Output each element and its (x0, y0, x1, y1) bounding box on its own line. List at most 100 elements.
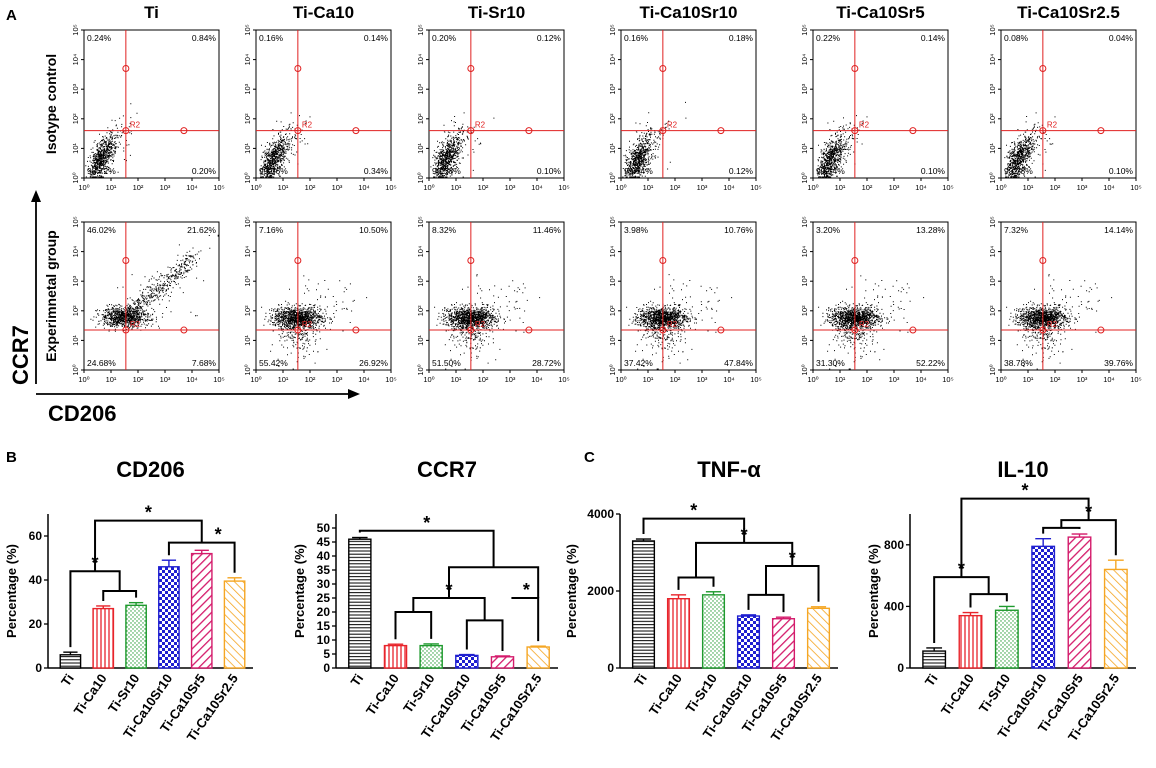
bar (348, 538, 372, 669)
x-tick-label: Ti (58, 671, 77, 689)
gate-label: R2 (667, 121, 678, 130)
y-tick-label: 10¹ (416, 142, 425, 153)
x-tick-label: 10² (670, 375, 681, 384)
gate-handle-icon (1039, 64, 1047, 72)
x-tick-label: 10⁰ (807, 375, 818, 384)
y-tick-label: 10³ (243, 83, 252, 94)
x-tick-label: 10⁰ (615, 183, 626, 192)
scatter-points (430, 112, 495, 178)
x-tick-label: Ti-Sr10 (976, 671, 1013, 716)
y-tick-label: 10³ (800, 83, 809, 94)
x-tick-label: 10² (305, 375, 316, 384)
group-title: Ti-Sr10 (468, 3, 525, 22)
scatter-points (90, 234, 219, 332)
y-tick-label: 10⁴ (608, 54, 617, 66)
gate-handle-icon (352, 326, 360, 334)
x-tick-label: 10⁴ (531, 375, 543, 384)
x-tick-label: 10² (862, 183, 873, 192)
x-tick-label: 10¹ (643, 183, 654, 192)
quadrant-ul: 3.20% (816, 225, 841, 235)
chart-title: CCR7 (417, 457, 477, 482)
gate-handle-icon (467, 326, 475, 334)
plot-frame (255, 29, 392, 179)
y-tick-label: 10⁵ (416, 24, 425, 35)
gate-handle-icon (659, 127, 667, 135)
y-tick-label: 10⁰ (416, 172, 425, 183)
y-tick-label: 10¹ (988, 334, 997, 345)
y-tick-label: 10¹ (71, 142, 80, 153)
scatter-points (626, 274, 733, 370)
x-tick-label: 10⁵ (213, 375, 224, 384)
gate-handle-icon (659, 326, 667, 334)
bar (92, 607, 115, 669)
y-tick-label: 10⁵ (416, 216, 425, 227)
y-tick-label: 30 (317, 577, 331, 591)
gate-label: R2 (475, 121, 486, 130)
quadrant-ll: 24.68% (87, 358, 116, 368)
bar (631, 540, 656, 669)
gate-handle-icon (525, 326, 533, 334)
gate-handle-icon (851, 127, 859, 135)
y-tick-label: 10⁴ (800, 246, 809, 258)
significance-star: * (145, 503, 152, 523)
y-tick-label: 10⁵ (800, 24, 809, 35)
quadrant-ll: 99.78% (1004, 166, 1033, 176)
x-tick-label: 10³ (889, 375, 900, 384)
x-tick-label: 10² (305, 183, 316, 192)
gate-handle-icon (1039, 256, 1047, 264)
y-tick-label: 25 (317, 591, 331, 605)
x-tick-label: 10⁵ (942, 375, 953, 384)
gate-handle-icon (122, 127, 130, 135)
y-tick-label: 10³ (71, 275, 80, 286)
chart-title: IL-10 (997, 457, 1048, 482)
x-tick-label: Ti (348, 671, 367, 689)
quadrant-ur: 0.14% (921, 33, 946, 43)
gate-handle-icon (1039, 127, 1047, 135)
significance-bracket (960, 497, 1090, 578)
bar (701, 594, 726, 669)
y-tick-label: 10⁰ (243, 172, 252, 183)
x-tick-label: 10³ (505, 183, 516, 192)
y-tick-label: 10⁴ (608, 246, 617, 258)
x-tick-label: 10¹ (106, 183, 117, 192)
bar-chart-3: TNF-α 0 2000 4000 Percentage (%) TiTi-Ca10Ti-… (564, 457, 838, 744)
gate-handle-icon (180, 326, 188, 334)
y-tick-label: 35 (317, 563, 331, 577)
bar (526, 646, 550, 669)
y-tick-label: 10¹ (608, 334, 617, 345)
y-tick-label: 10⁴ (416, 246, 425, 258)
x-tick-label: 10⁴ (186, 183, 198, 192)
x-tick-label: 10¹ (643, 375, 654, 384)
quadrant-lr: 7.68% (192, 358, 217, 368)
y-tick-label: 10³ (416, 83, 425, 94)
gate-handle-icon (851, 64, 859, 72)
y-tick-label: 10⁵ (988, 216, 997, 227)
y-tick-label: 10⁵ (800, 216, 809, 227)
quadrant-ur: 10.50% (359, 225, 388, 235)
gate-label: R2 (302, 121, 313, 130)
x-tick-label: Ti-Sr10 (400, 671, 437, 716)
quadrant-lr: 0.10% (921, 166, 946, 176)
y-tick-label: 45 (317, 535, 331, 549)
x-tick-label: 10⁵ (213, 183, 224, 192)
y-tick-label: 10² (243, 113, 252, 124)
quadrant-ul: 8.32% (432, 225, 457, 235)
x-tick-label: 10⁴ (1103, 375, 1115, 384)
quadrant-ll: 37.42% (624, 358, 653, 368)
x-tick-label: 10² (1050, 183, 1061, 192)
panel-label-a: A (6, 7, 17, 24)
y-tick-label: 20 (29, 617, 43, 631)
bar (190, 552, 213, 669)
quadrant-lr: 0.10% (537, 166, 562, 176)
x-tick-label: Ti-Ca10 (363, 671, 402, 718)
bar (125, 604, 147, 669)
x-tick-label: 10⁰ (250, 375, 261, 384)
quadrant-lr: 39.76% (1104, 358, 1133, 368)
plot-frame (428, 221, 565, 371)
x-tick-label: 10¹ (451, 375, 462, 384)
